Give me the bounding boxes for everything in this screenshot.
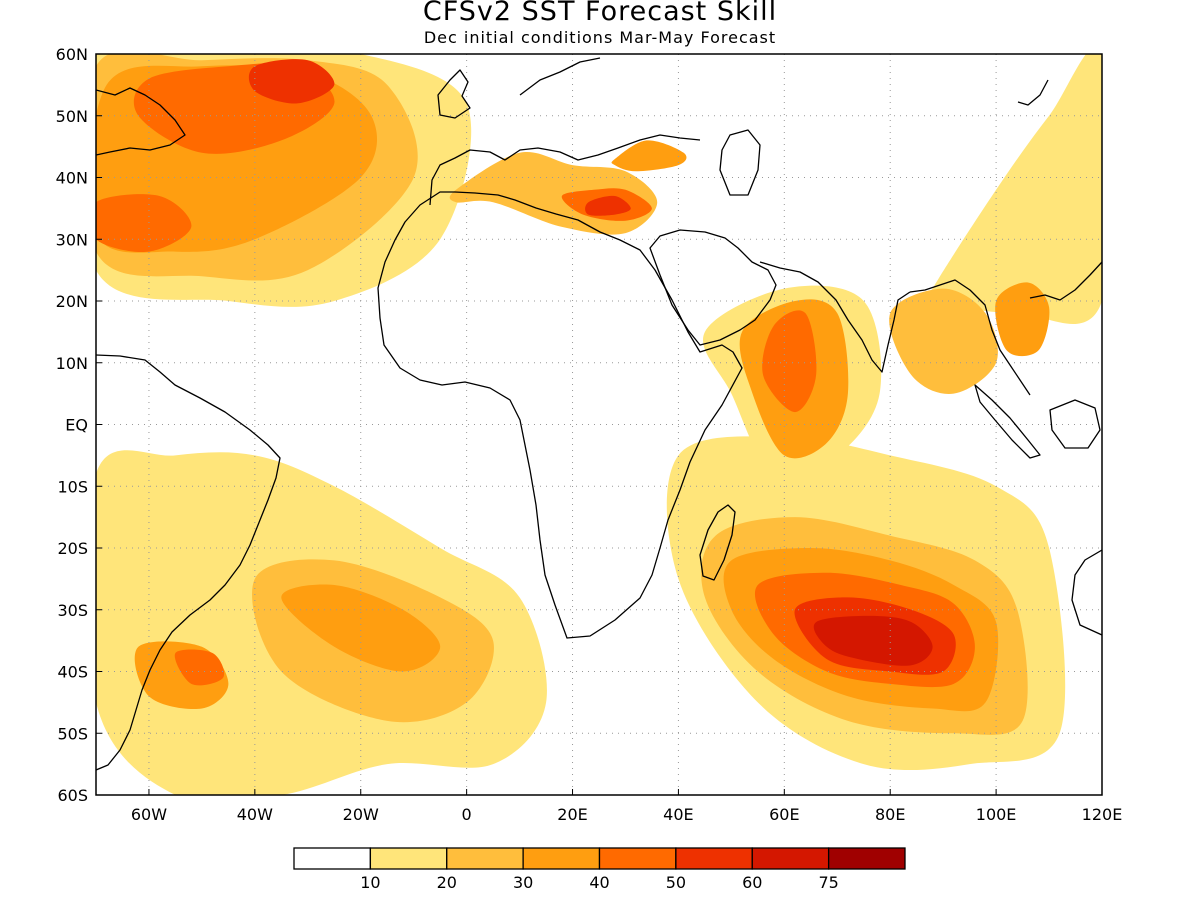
map-subtitle: Dec initial conditions Mar-May Forecast — [423, 28, 777, 47]
colorbar-label: 20 — [437, 873, 457, 892]
lat-tick-label: EQ — [65, 416, 88, 435]
skill-region-arabian-sea-level-4 — [762, 310, 817, 413]
lat-tick-label: 10N — [56, 354, 88, 373]
lat-tick-label: 50S — [57, 724, 88, 743]
coastline-caspian-sea — [719, 129, 761, 196]
lat-tick-label: 40S — [57, 663, 88, 682]
lat-tick-label: 30N — [56, 230, 88, 249]
colorbar-label: 60 — [742, 873, 762, 892]
lon-tick-label: 60W — [131, 805, 167, 824]
coastline-japan — [1017, 79, 1049, 106]
lon-tick-label: 100E — [976, 805, 1017, 824]
lat-tick-label: 10S — [57, 477, 88, 496]
colorbar: 10 20 30 40 50 60 75 — [293, 847, 906, 892]
lon-tick-label: 40E — [663, 805, 693, 824]
lon-tick-label: 40W — [237, 805, 273, 824]
coastline-east-asia — [1029, 261, 1102, 301]
lon-tick-label: 60E — [769, 805, 799, 824]
longitude-tick-labels: 60W 40W 20W 0 20E 40E 60E 80E 100E 120E — [131, 789, 1122, 824]
coastline-arabia — [649, 229, 777, 346]
lon-tick-label: 20W — [343, 805, 379, 824]
coastline-north-america — [96, 87, 186, 156]
lat-tick-label: 40N — [56, 169, 88, 188]
lat-tick-label: 60S — [57, 786, 88, 805]
coastlines — [96, 57, 1102, 771]
lat-tick-label: 20N — [56, 292, 88, 311]
map-title: CFSv2 SST Forecast Skill — [422, 0, 778, 27]
lon-tick-label: 20E — [557, 805, 587, 824]
colorbar-swatch — [446, 847, 524, 870]
colorbar-label: 40 — [589, 873, 609, 892]
coastline-british-isles — [437, 69, 471, 119]
colorbar-swatch — [598, 847, 677, 870]
skill-region-south-china-sea-level-3 — [995, 282, 1050, 357]
skill-region-north-atlantic-west-level-4 — [96, 194, 192, 253]
colorbar-label: 50 — [666, 873, 686, 892]
lat-tick-label: 50N — [56, 107, 88, 126]
lat-tick-label: 20S — [57, 539, 88, 558]
latitude-tick-labels: 60N 50N 40N 30N 20N 10N EQ 10S 20S 30S 40S 50S 60S — [56, 45, 102, 805]
coastline-india — [759, 261, 911, 373]
skill-region-west-pacific-level-1 — [923, 54, 1102, 325]
coastline-europe — [429, 134, 701, 206]
coastline-scandinavia — [519, 57, 601, 96]
colorbar-swatch — [522, 847, 601, 870]
skill-region-mediterranean-level-5 — [585, 195, 631, 216]
colorbar-swatch — [827, 847, 906, 870]
skill-region-north-atlantic-level-5 — [248, 59, 335, 104]
coastline-southeast-asia — [909, 279, 1031, 396]
lat-tick-label: 60N — [56, 45, 88, 64]
colorbar-swatch — [369, 847, 448, 870]
skill-region-south-atlantic-level-3 — [281, 584, 441, 672]
skill-shading-layer — [96, 54, 1102, 795]
coastline-south-america — [96, 354, 281, 771]
skill-region-bay-of-bengal-level-2 — [889, 288, 998, 394]
coastline-madagascar — [699, 504, 736, 581]
coastline-australia — [1071, 549, 1102, 636]
colorbar-label: 75 — [818, 873, 838, 892]
lon-tick-label: 120E — [1082, 805, 1123, 824]
coastline-borneo — [1049, 399, 1101, 449]
colorbar-swatch — [293, 847, 372, 870]
lon-tick-label: 80E — [875, 805, 905, 824]
skill-region-black-sea-level-3 — [611, 140, 687, 172]
lon-tick-label: 0 — [462, 805, 472, 824]
skill-region-south-indian-level-6 — [813, 615, 933, 666]
colorbar-swatch — [751, 847, 830, 870]
colorbar-label: 30 — [513, 873, 533, 892]
coastline-africa — [377, 191, 743, 639]
colorbar-swatch — [675, 847, 753, 870]
colorbar-label: 10 — [360, 873, 380, 892]
coastline-sumatra — [974, 384, 1041, 459]
skill-region-south-atlantic-west-level-4 — [174, 649, 225, 686]
lat-tick-label: 30S — [57, 601, 88, 620]
